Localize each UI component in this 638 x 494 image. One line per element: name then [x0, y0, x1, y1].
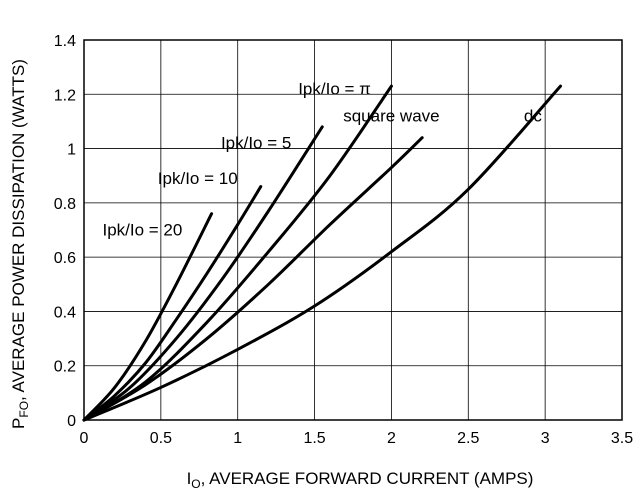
series-line-6 — [82, 84, 563, 422]
x-axis-title: IO, AVERAGE FORWARD CURRENT (AMPS) — [187, 469, 534, 491]
series-label-1: Ipk/Io = 20 — [102, 220, 182, 239]
y-axis-title-sub: FO — [17, 401, 31, 418]
y-axis-title-rest: , AVERAGE POWER DISSIPATION (WATTS) — [9, 59, 28, 401]
series-layer — [82, 84, 563, 422]
plot-frame — [83, 39, 623, 421]
series-label-4: Ipk/Io = π — [298, 79, 371, 98]
series-line-5 — [82, 136, 424, 422]
x-tick-label: 0.5 — [150, 430, 172, 447]
series-line-4 — [82, 84, 393, 422]
x-tick-label: 1 — [233, 430, 242, 447]
x-tick-labels: 0 0.5 1 1.5 2 2.5 3 3.5 — [80, 430, 634, 447]
y-tick-label: 0.8 — [54, 196, 76, 213]
x-axis-title-main: I — [187, 469, 192, 488]
y-tick-label: 1 — [67, 142, 76, 159]
x-tick-label: 2.5 — [457, 430, 479, 447]
x-tick-label: 3 — [541, 430, 550, 447]
series-label-3: Ipk/Io = 5 — [221, 134, 291, 153]
series-line-3 — [82, 125, 324, 422]
y-axis-title: PFO, AVERAGE POWER DISSIPATION (WATTS) — [9, 59, 31, 429]
y-tick-labels: 0 0.2 0.4 0.6 0.8 1 1.2 1.4 — [54, 33, 76, 430]
curve-labels: Ipk/Io = 20 Ipk/Io = 10 Ipk/Io = 5 Ipk/Io =… — [102, 79, 542, 239]
series-line-2 — [82, 185, 263, 422]
series-label-6: dc — [524, 106, 542, 125]
series-label-2: Ipk/Io = 10 — [158, 169, 238, 188]
series-line-1 — [82, 212, 214, 422]
series-label-5: square wave — [343, 106, 439, 125]
y-axis-title-main: P — [9, 418, 28, 429]
x-tick-label: 0 — [80, 430, 89, 447]
y-tick-label: 0.6 — [54, 250, 76, 267]
y-tick-label: 1.4 — [54, 33, 76, 50]
x-tick-label: 1.5 — [303, 430, 325, 447]
y-tick-label: 0 — [67, 413, 76, 430]
y-tick-label: 0.4 — [54, 304, 76, 321]
y-tick-label: 1.2 — [54, 87, 76, 104]
x-axis-title-sub: O — [191, 477, 200, 491]
x-tick-label: 2 — [387, 430, 396, 447]
x-axis-title-rest: , AVERAGE FORWARD CURRENT (AMPS) — [201, 469, 534, 488]
y-tick-label: 0.2 — [54, 359, 76, 376]
x-tick-label: 3.5 — [611, 430, 633, 447]
